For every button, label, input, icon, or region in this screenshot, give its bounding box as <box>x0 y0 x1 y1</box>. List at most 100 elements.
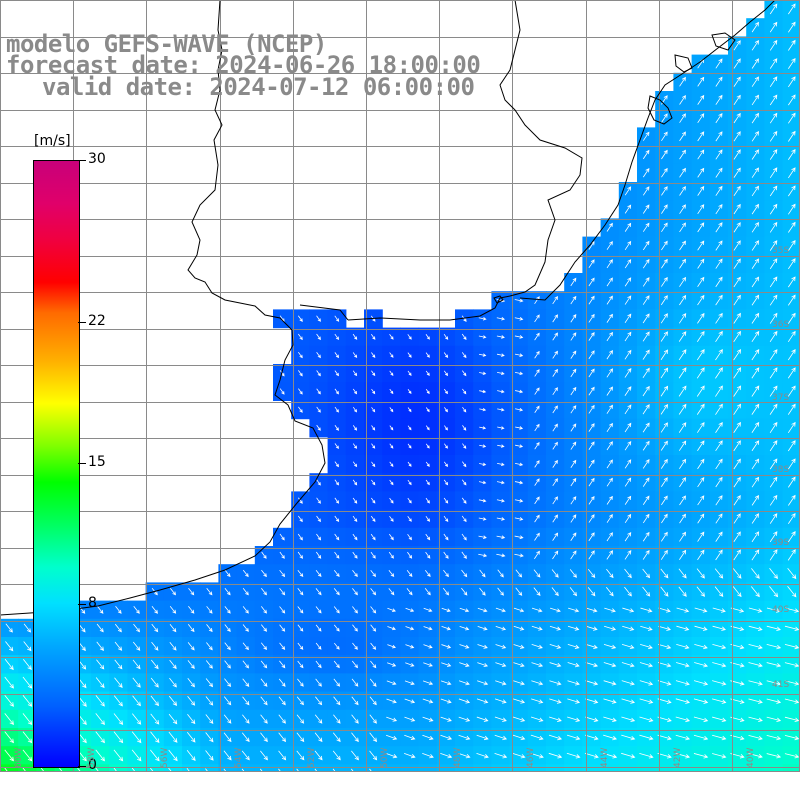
wind-vector-arrow <box>352 406 358 413</box>
wind-vector-arrow <box>679 513 686 524</box>
wind-vector-arrow <box>678 331 687 342</box>
wind-vector-arrow <box>678 367 687 379</box>
wind-speed-cell <box>655 200 674 219</box>
wind-vector-arrow <box>733 531 741 542</box>
wind-vector-arrow <box>588 495 595 505</box>
wind-vector-arrow <box>440 698 452 704</box>
wind-vector-arrow <box>279 569 286 578</box>
wind-vector-arrow <box>334 352 340 359</box>
wind-vector-arrow <box>514 335 524 339</box>
wind-vector-arrow <box>679 294 687 306</box>
wind-vector-arrow <box>588 313 595 323</box>
wind-vector-arrow <box>696 403 705 415</box>
wind-vector-arrow <box>333 714 341 724</box>
wind-vector-arrow <box>443 370 449 377</box>
coastline-segment <box>299 304 349 321</box>
wind-vector-arrow <box>566 734 581 741</box>
wind-vector-arrow <box>316 370 321 377</box>
wind-vector-arrow <box>407 388 412 395</box>
wind-vector-arrow <box>514 498 524 503</box>
wind-vector-arrow <box>477 680 489 686</box>
wind-vector-arrow <box>96 605 104 614</box>
wind-speed-cell <box>637 400 656 420</box>
wind-speed-cell <box>764 527 784 547</box>
wind-vector-arrow <box>642 513 650 524</box>
wind-vector-arrow <box>679 167 686 178</box>
wind-speed-cell <box>691 364 711 383</box>
wind-vector-arrow <box>531 644 543 649</box>
wind-vector-arrow <box>697 76 705 87</box>
wind-vector-arrow <box>441 607 451 613</box>
wind-vector-arrow <box>748 771 752 772</box>
wind-vector-arrow <box>387 626 396 631</box>
wind-vector-arrow <box>133 605 140 614</box>
wind-speed-cell <box>618 491 638 511</box>
wind-vector-arrow <box>787 586 797 598</box>
colorbar-tick-mark <box>78 604 86 606</box>
wind-speed-cell <box>764 163 784 183</box>
wind-vector-arrow <box>660 586 669 597</box>
wind-vector-arrow <box>224 569 231 578</box>
wind-vector-arrow <box>676 607 690 613</box>
wind-vector-arrow <box>769 39 778 51</box>
wind-speed-cell <box>728 254 747 274</box>
wind-vector-arrow <box>733 476 741 488</box>
wind-vector-arrow <box>370 642 377 650</box>
wind-speed-cell <box>709 764 729 772</box>
wind-speed-cell <box>691 254 711 274</box>
wind-vector-arrow <box>748 734 763 741</box>
wind-vector-arrow <box>660 549 668 560</box>
wind-speed-cell <box>764 254 784 274</box>
wind-vector-arrow <box>333 696 341 706</box>
wind-vector-arrow <box>370 588 377 596</box>
wind-vector-arrow <box>733 276 741 288</box>
wind-vector-arrow <box>479 587 486 596</box>
wind-vector-arrow <box>624 259 632 269</box>
wind-vector-arrow <box>567 625 580 631</box>
wind-speed-cell <box>655 527 674 547</box>
wind-vector-arrow <box>260 750 268 761</box>
wind-vector-arrow <box>624 331 632 342</box>
wind-vector-arrow <box>715 222 723 233</box>
wind-speed-cell <box>728 236 747 256</box>
wind-vector-arrow <box>422 734 434 740</box>
wind-vector-arrow <box>586 607 598 613</box>
wind-vector-arrow <box>187 624 195 633</box>
wind-vector-arrow <box>748 753 763 759</box>
wind-vector-arrow <box>642 440 650 451</box>
wind-vector-arrow <box>788 94 796 106</box>
wind-vector-arrow <box>370 660 377 669</box>
wind-vector-arrow <box>440 734 453 741</box>
wind-speed-cell <box>637 236 656 256</box>
wind-vector-arrow <box>371 425 376 431</box>
wind-vector-arrow <box>513 625 525 631</box>
wind-speed-cell <box>709 400 729 420</box>
wind-speed-cell <box>564 418 583 438</box>
wind-vector-arrow <box>333 588 340 596</box>
wind-vector-arrow <box>642 422 650 433</box>
wind-vector-arrow <box>766 643 782 650</box>
wind-vector-arrow <box>748 643 763 650</box>
wind-vector-arrow <box>242 696 250 706</box>
wind-vector-arrow <box>389 388 394 395</box>
wind-vector-arrow <box>407 533 412 541</box>
wind-vector-arrow <box>316 479 321 486</box>
wind-speed-cell <box>582 546 602 565</box>
wind-vector-arrow <box>279 588 286 596</box>
coastline-segment <box>519 0 776 301</box>
wind-vector-arrow <box>478 316 487 321</box>
wind-vector-arrow <box>132 659 141 670</box>
wind-vector-arrow <box>642 495 650 505</box>
wind-vector-arrow <box>223 750 232 761</box>
wind-vector-arrow <box>751 130 759 142</box>
wind-vector-arrow <box>606 422 613 433</box>
wind-vector-arrow <box>422 698 434 704</box>
wind-speed-cell <box>637 455 656 474</box>
wind-vector-arrow <box>570 550 577 560</box>
wind-vector-arrow <box>534 296 540 305</box>
wind-vector-arrow <box>606 441 613 451</box>
wind-vector-arrow <box>352 497 358 504</box>
wind-speed-cell <box>637 309 656 329</box>
wind-speed-cell <box>600 527 620 547</box>
longitude-label: 58W <box>87 747 98 768</box>
